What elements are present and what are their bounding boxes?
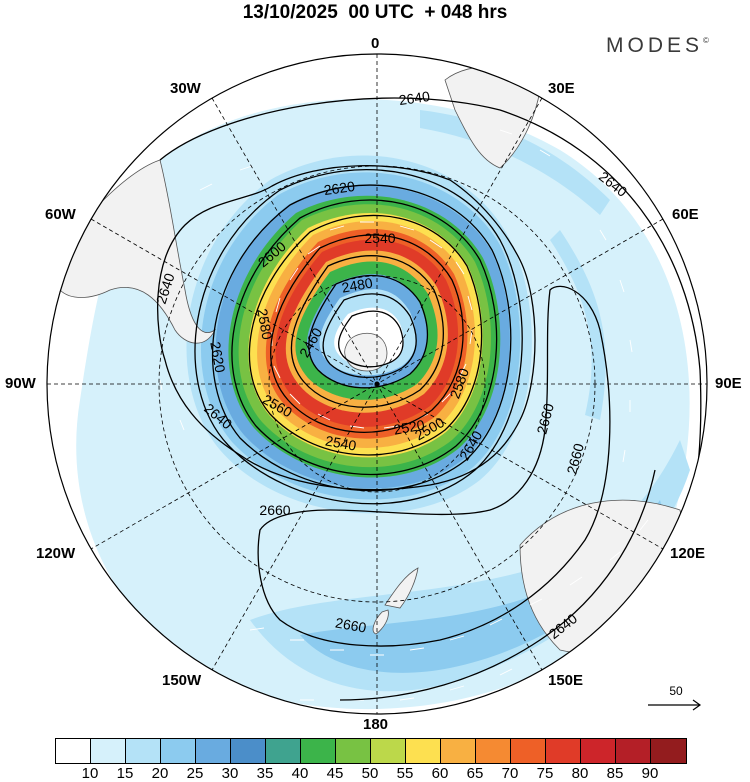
colorbar-tick-label: 30	[221, 765, 239, 782]
contour-2640-vortex	[157, 165, 536, 491]
contour-label: 2540	[364, 230, 395, 246]
contour-label: 2580	[254, 307, 275, 341]
contour-2660-east	[257, 285, 611, 647]
contour-label: 2660	[259, 502, 290, 518]
lon-label-60e: 60E	[672, 206, 699, 223]
lon-label-120e: 120E	[670, 545, 706, 562]
colorbar-swatch	[196, 739, 231, 763]
colorbar-swatch	[161, 739, 196, 763]
colorbar-tick-label: 85	[606, 765, 624, 782]
reference-vector-arrow	[648, 699, 702, 711]
chart-title: 13/10/2025 00 UTC + 048 hrs	[242, 2, 508, 23]
colorbar-tick-label: 80	[571, 765, 589, 782]
contour-label: 2540	[324, 432, 358, 453]
brand-text: MODES	[606, 34, 704, 57]
colorbar-swatch	[371, 739, 406, 763]
contour-label: 2620	[323, 178, 356, 198]
lon-label-90w: 90W	[5, 375, 36, 392]
colorbar-swatch	[441, 739, 476, 763]
contour-label: 2520	[392, 416, 426, 437]
contour-2540	[270, 234, 464, 433]
south-pole-marker	[374, 381, 380, 387]
contour-label: 2660	[563, 441, 587, 475]
colorbar-tick-label: 50	[361, 765, 379, 782]
colorbar-swatch	[651, 739, 686, 763]
reference-vector-label: 50	[669, 684, 683, 698]
contour-2600	[211, 184, 512, 492]
colorbar-tick-label: 20	[151, 765, 169, 782]
wind-shading-jet-pacific-core	[300, 500, 665, 673]
colorbar-tick-label: 60	[431, 765, 449, 782]
colorbar-tick-label: 25	[186, 765, 204, 782]
lon-label-90e: 90E	[715, 375, 742, 392]
colorbar-swatch	[301, 739, 336, 763]
colorbar-swatch	[266, 739, 301, 763]
colorbar-tick-label: 70	[501, 765, 519, 782]
height-contours	[157, 97, 702, 714]
colorbar-tick-label: 65	[466, 765, 484, 782]
contour-2500	[308, 274, 429, 389]
lon-label-120w: 120W	[36, 545, 76, 562]
contour-label: 2480	[340, 274, 374, 295]
contour-2460	[337, 310, 404, 368]
contour-2640-outer	[159, 97, 702, 714]
colorbar-swatch	[336, 739, 371, 763]
colorbar-swatch	[56, 739, 91, 763]
contour-label: 2660	[334, 614, 368, 635]
colorbar	[55, 738, 687, 764]
colorbar-swatch	[126, 739, 161, 763]
contour-label: 2620	[207, 340, 228, 374]
lon-label-150e: 150E	[548, 672, 584, 689]
colorbar-tick-label: 45	[326, 765, 344, 782]
colorbar-swatch	[511, 739, 546, 763]
colorbar-tick-label: 40	[291, 765, 309, 782]
colorbar-swatch	[476, 739, 511, 763]
colorbar-tick-label: 10	[81, 765, 99, 782]
colorbar-swatch	[581, 739, 616, 763]
lon-label-180: 180	[363, 716, 389, 733]
colorbar-swatch	[91, 739, 126, 763]
map-boundary	[46, 53, 708, 715]
contour-2620	[194, 168, 523, 505]
lon-label-0: 0	[371, 35, 380, 52]
copyright-mark: ©	[703, 36, 709, 45]
lon-label-150w: 150W	[162, 672, 202, 689]
lon-label-30w: 30W	[170, 80, 201, 97]
antarctica-landmass	[344, 332, 388, 372]
contour-2520	[290, 255, 444, 408]
wind-shading-east	[550, 230, 606, 420]
contour-2560	[248, 214, 483, 456]
contour-2480	[322, 293, 417, 378]
lon-label-30e: 30E	[548, 80, 575, 97]
contour-2580	[231, 199, 498, 476]
modes-logo: MODES©	[606, 34, 709, 58]
contour-label: 2640	[398, 88, 431, 108]
colorbar-swatch	[406, 739, 441, 763]
colorbar-swatch	[616, 739, 651, 763]
map-disk: 2640 2640 2640 2640 2640 2640 2620 2620 …	[47, 54, 707, 714]
colorbar-swatch	[231, 739, 266, 763]
colorbar-tick-label: 90	[641, 765, 659, 782]
contour-label: 2660	[533, 401, 557, 435]
colorbar-swatch	[546, 739, 581, 763]
wind-shading-atlantic	[420, 110, 610, 215]
lon-label-60w: 60W	[45, 206, 76, 223]
colorbar-tick-label: 35	[256, 765, 274, 782]
colorbar-tick-label: 75	[536, 765, 554, 782]
colorbar-tick-label: 55	[396, 765, 414, 782]
colorbar-tick-label: 15	[116, 765, 134, 782]
